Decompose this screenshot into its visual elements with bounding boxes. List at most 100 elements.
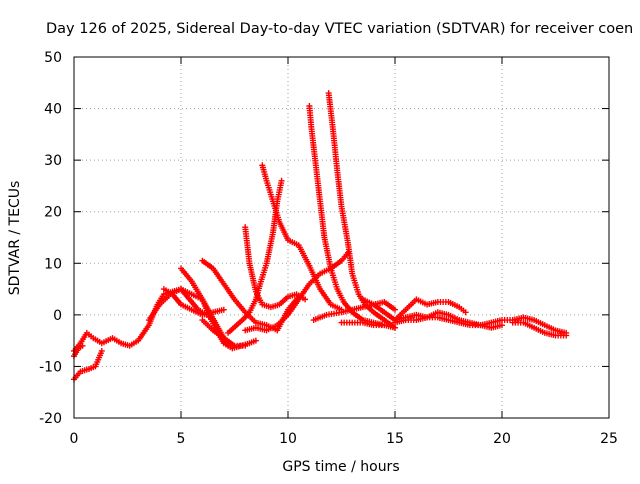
interpolated-points <box>226 323 238 335</box>
interpolated-points <box>233 298 247 314</box>
interpolated-points <box>190 307 204 317</box>
interpolated-points <box>287 291 298 300</box>
interpolated-points <box>235 315 247 327</box>
interpolated-points <box>312 312 328 323</box>
interpolated-points <box>287 238 300 248</box>
data-point <box>302 296 309 303</box>
interpolated-points <box>276 313 290 327</box>
interpolated-points <box>222 282 237 301</box>
data-point <box>563 332 570 339</box>
y-tick-label: 10 <box>44 256 62 272</box>
interpolated-points <box>335 288 346 303</box>
interpolated-points <box>405 317 417 324</box>
interpolated-points <box>351 319 364 326</box>
interpolated-points <box>362 297 375 307</box>
series-track-21 <box>509 319 570 339</box>
interpolated-points <box>85 331 95 340</box>
interpolated-points <box>128 338 140 348</box>
axis-ticks: 0 5 10 15 20 25 -20 -10 0 10 20 30 40 50 <box>39 50 618 447</box>
interpolated-points <box>338 205 351 244</box>
data-point <box>220 306 227 313</box>
y-tick-label: 30 <box>44 153 62 169</box>
interpolated-points <box>158 292 172 306</box>
interpolated-points <box>201 258 215 271</box>
data-point <box>225 329 232 336</box>
y-tick-label: 40 <box>44 102 62 118</box>
interpolated-points <box>330 128 340 172</box>
interpolated-points <box>147 303 162 322</box>
series-track-11 <box>225 177 285 336</box>
interpolated-points <box>187 298 200 311</box>
interpolated-points <box>373 322 385 329</box>
interpolated-points <box>321 236 334 270</box>
interpolated-points <box>136 324 151 342</box>
interpolated-points <box>206 314 218 329</box>
interpolated-points <box>404 298 418 311</box>
interpolated-points <box>329 258 343 271</box>
interpolated-points <box>543 323 557 333</box>
interpolated-points <box>334 169 345 208</box>
interpolated-points <box>426 314 439 321</box>
interpolated-points <box>88 364 97 372</box>
series-track-5 <box>160 286 227 318</box>
plot-frame <box>73 56 610 419</box>
grid-lines <box>74 57 609 418</box>
data-point <box>98 347 105 354</box>
interpolated-points <box>328 267 340 290</box>
interpolated-points <box>286 298 301 316</box>
interpolated-points <box>180 302 193 312</box>
y-tick-label: -10 <box>39 359 62 375</box>
interpolated-points <box>265 323 279 333</box>
interpolated-points <box>72 347 81 358</box>
data-point <box>242 342 249 349</box>
y-tick-label: -20 <box>39 411 62 427</box>
interpolated-points <box>308 272 322 286</box>
series-track-16 <box>338 319 398 331</box>
series-track-14 <box>325 90 398 331</box>
interpolated-points <box>340 251 350 262</box>
interpolated-points <box>278 295 290 306</box>
interpolated-points <box>163 287 174 296</box>
interpolated-points <box>243 310 252 319</box>
interpolated-points <box>222 336 236 348</box>
interpolated-points <box>437 298 449 305</box>
y-tick-label: 50 <box>44 50 62 66</box>
interpolated-points <box>270 200 280 234</box>
interpolated-points <box>189 280 205 301</box>
interpolated-points <box>248 338 257 346</box>
interpolated-points <box>79 366 90 374</box>
interpolated-points <box>372 310 386 322</box>
data-point <box>462 309 469 316</box>
interpolated-points <box>120 340 131 349</box>
data-point <box>252 337 259 344</box>
y-tick-label: 0 <box>53 308 62 324</box>
x-tick-label: 0 <box>70 431 79 447</box>
interpolated-points <box>458 305 467 314</box>
interpolated-points <box>383 300 397 312</box>
y-axis-label: SDTVAR / TECUs <box>7 181 23 296</box>
interpolated-points <box>319 266 332 276</box>
x-tick-label: 25 <box>600 431 618 447</box>
interpolated-points <box>345 241 355 275</box>
interpolated-points <box>211 328 226 340</box>
interpolated-points <box>318 288 333 306</box>
interpolated-points <box>242 226 253 265</box>
series-track-10 <box>259 162 345 313</box>
interpolated-points <box>247 298 258 314</box>
interpolated-points <box>264 231 276 265</box>
data-point <box>392 324 398 331</box>
series-track-12 <box>242 249 351 334</box>
interpolated-points <box>78 331 89 345</box>
interpolated-points <box>350 310 365 322</box>
interpolated-points <box>317 200 328 239</box>
interpolated-points <box>222 341 234 351</box>
interpolated-points <box>522 320 535 330</box>
series-track-18 <box>392 296 469 324</box>
interpolated-points <box>261 302 272 310</box>
interpolated-points <box>93 350 104 368</box>
interpolated-points <box>325 92 336 130</box>
interpolated-points <box>313 164 323 203</box>
interpolated-points <box>180 287 193 297</box>
